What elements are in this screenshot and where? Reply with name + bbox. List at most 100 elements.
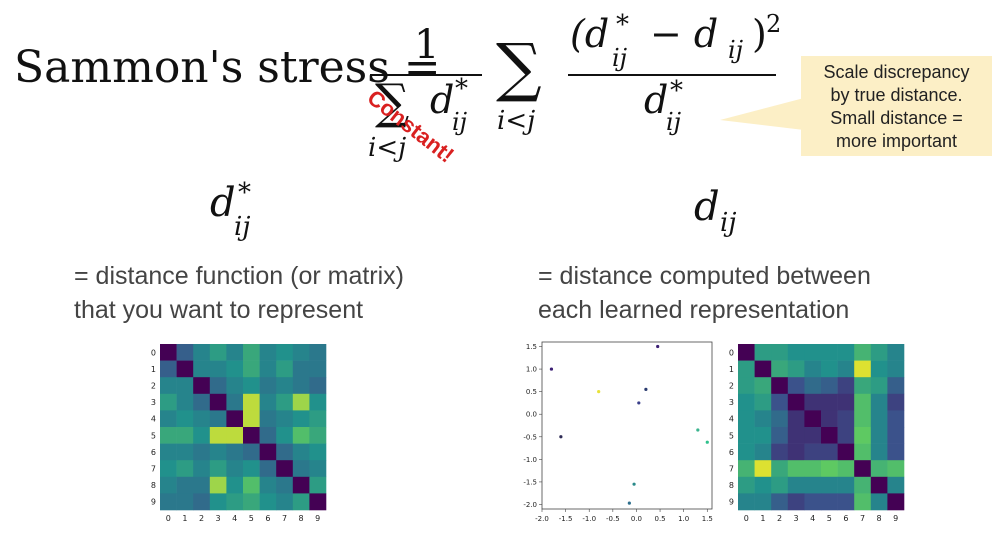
heatmap-cell: [193, 377, 211, 395]
heatmap-cell: [870, 493, 888, 511]
heatmap-cell: [226, 360, 244, 378]
heatmap-cell: [243, 460, 260, 478]
heatmap-cell: [309, 393, 327, 411]
heatmap-cell: [804, 460, 822, 478]
heatmap-cell: [243, 427, 260, 444]
heatmap-xtick-label: 4: [232, 514, 237, 523]
heatmap-cell: [771, 377, 789, 395]
heatmap-xtick-label: 7: [860, 514, 865, 523]
heatmap-cell: [243, 410, 260, 428]
heatmap-cell: [754, 344, 772, 361]
heatmap-cell: [887, 493, 905, 511]
heatmap-cell: [309, 476, 327, 494]
heatmap-cell: [209, 393, 227, 411]
sum-subscript-2: i<j: [497, 106, 536, 136]
left-desc-line-2: that you want to represent: [74, 296, 364, 324]
scatter-xtick-label: 0.5: [654, 515, 665, 523]
heatmap-xtick-label: 5: [249, 514, 254, 523]
heatmap-cell: [259, 360, 277, 378]
heatmap-cell: [738, 377, 755, 395]
heatmap-cell: [309, 460, 327, 478]
heatmap-cell: [226, 476, 244, 494]
heatmap-ytick-label: 3: [729, 398, 734, 407]
heatmap-cell: [771, 460, 789, 478]
heatmap-cell: [738, 393, 755, 411]
heatmap-xtick-label: 4: [810, 514, 815, 523]
heatmap-cell: [804, 493, 822, 511]
heatmap-cell: [209, 410, 227, 428]
heatmap-cell: [787, 476, 805, 494]
scatter-point: [632, 482, 636, 486]
heatmap-cell: [309, 360, 327, 378]
heatmap-xtick-label: 9: [893, 514, 898, 523]
scatter-point: [644, 387, 648, 391]
heatmap-xtick-label: 3: [216, 514, 221, 523]
heatmap-cell: [276, 344, 294, 361]
heatmap-cell: [754, 410, 772, 428]
heatmap-cell: [193, 344, 211, 361]
heatmap-cell: [837, 427, 855, 444]
heatmap-ytick-label: 0: [151, 348, 156, 357]
scatter-point: [705, 440, 709, 444]
heatmap-cell: [160, 344, 177, 361]
heatmap-cell: [837, 493, 855, 511]
heatmap-cell: [821, 476, 838, 494]
heatmap-cell: [292, 344, 310, 361]
heatmap-cell: [887, 360, 905, 378]
heatmap-cell: [243, 493, 260, 511]
heatmap-xtick-label: 0: [166, 514, 171, 523]
heatmap-cell: [276, 377, 294, 395]
heatmap-cell: [754, 360, 772, 378]
heatmap-cell: [193, 476, 211, 494]
heatmap-cell: [309, 493, 327, 511]
target-distance-heatmap: 0 1 2 3 4 5 6 7 8 9 0 1 2 3 4 5 6 7 8 9: [151, 344, 327, 523]
heatmap-cell: [243, 377, 260, 395]
learned-distance-heatmap: 0 1 2 3 4 5 6 7 8 9 0 1 2 3 4 5 6 7 8 9: [729, 344, 905, 523]
heatmap-cell: [226, 493, 244, 511]
heatmap-cell: [160, 393, 177, 411]
scatter-ytick-label: 0.5: [526, 388, 537, 396]
heatmap-cell: [854, 427, 872, 444]
heatmap-xtick-label: 3: [794, 514, 799, 523]
term-close-paren: ): [752, 12, 767, 56]
heatmap-cell: [276, 427, 294, 444]
heatmap-ytick-label: 2: [151, 382, 156, 391]
heatmap-cell: [292, 393, 310, 411]
heatmap-cell: [292, 443, 310, 461]
scatter-ytick-label: 1.5: [526, 343, 537, 351]
term-denominator-d: d: [644, 78, 669, 122]
heatmap-cell: [821, 427, 838, 444]
heatmap-cell: [259, 344, 277, 361]
term-power: 2: [766, 10, 782, 38]
callout-line-1: Scale discrepancy: [823, 62, 970, 82]
heatmap-cell: [854, 460, 872, 478]
heatmap-cell: [870, 344, 888, 361]
heatmap-cell: [292, 410, 310, 428]
heatmap-ytick-label: 2: [729, 382, 734, 391]
callout-box: Scale discrepancy by true distance. Smal…: [801, 56, 992, 156]
heatmap-cell: [837, 360, 855, 378]
heatmap-cell: [870, 410, 888, 428]
right-symbol-sub: ij: [720, 208, 737, 238]
heatmap-cell: [854, 344, 872, 361]
scatter-ytick-label: 1.0: [526, 366, 537, 374]
heatmap-ytick-label: 9: [151, 498, 156, 507]
left-symbol-star: *: [238, 178, 251, 208]
heatmap-cell: [276, 360, 294, 378]
heatmap-cell: [738, 460, 755, 478]
heatmap-ytick-label: 7: [151, 465, 156, 474]
heatmap-cell: [771, 344, 789, 361]
heatmap-cell: [887, 377, 905, 395]
term-num-sub2: ij: [728, 36, 744, 64]
dstar-denominator: d: [430, 78, 455, 122]
term-minus-d: − d: [650, 12, 719, 56]
heatmap-cell: [771, 427, 789, 444]
heatmap-cell: [259, 460, 277, 478]
left-desc-line-1: = distance function (or matrix): [74, 262, 404, 290]
term-denominator-sub: ij: [666, 108, 682, 136]
heatmap-cell: [738, 360, 755, 378]
heatmap-cell: [787, 410, 805, 428]
scatter-point: [597, 390, 601, 394]
heatmap-cell: [276, 410, 294, 428]
fraction-bar-2: [568, 74, 776, 76]
